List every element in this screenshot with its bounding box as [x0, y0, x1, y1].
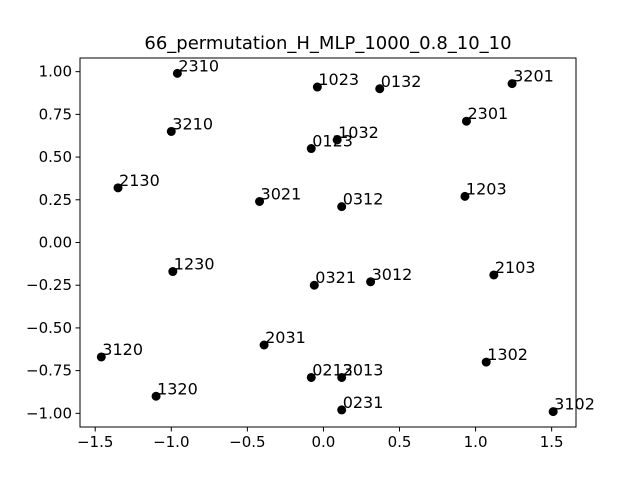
data-point — [172, 68, 182, 78]
data-point-label: 0132 — [381, 72, 422, 91]
x-tick-label: 0.5 — [388, 433, 412, 451]
data-point — [168, 267, 178, 277]
data-point — [151, 391, 161, 401]
data-point — [96, 352, 106, 362]
x-tick-label: −1.5 — [77, 433, 113, 451]
data-point-label: 3201 — [513, 67, 554, 86]
data-point — [255, 197, 265, 206]
data-point-label: 2031 — [265, 328, 306, 347]
data-point — [337, 202, 347, 212]
data-point-label: 1032 — [338, 123, 379, 142]
data-point-label: 3210 — [172, 114, 213, 133]
x-tick-label: 1.5 — [540, 433, 564, 451]
data-point-label: 0123 — [312, 132, 353, 151]
data-point-label: 3021 — [261, 185, 302, 204]
y-tick-label: −0.75 — [26, 362, 72, 380]
data-point — [460, 191, 470, 201]
data-point-label: 1203 — [466, 179, 507, 198]
data-point-label: 2301 — [467, 104, 508, 123]
data-point-label: 3102 — [554, 395, 595, 414]
data-point-label: 0231 — [343, 393, 384, 412]
x-tick-label: −0.5 — [229, 433, 265, 451]
data-point-label: 3120 — [102, 340, 143, 359]
data-point — [306, 144, 316, 154]
data-point — [309, 280, 319, 290]
data-point-label: 1302 — [487, 345, 528, 364]
y-tick-label: 0.75 — [39, 105, 72, 123]
data-point-label: 2013 — [343, 360, 384, 379]
y-tick-label: 0.50 — [39, 148, 72, 166]
chart-title: 66_permutation_H_MLP_1000_0.8_10_10 — [144, 33, 511, 54]
data-point — [312, 82, 322, 92]
data-point — [366, 277, 376, 287]
data-point — [306, 372, 316, 382]
data-point — [259, 340, 269, 350]
data-point — [375, 84, 385, 94]
x-tick-label: 0.0 — [312, 433, 336, 451]
y-tick-label: −0.25 — [26, 276, 72, 294]
data-point-label: 1230 — [174, 255, 215, 274]
x-tick-label: −1.0 — [153, 433, 189, 451]
data-point — [507, 79, 517, 89]
data-point — [113, 183, 123, 193]
data-point — [337, 372, 347, 382]
data-point-label: 1023 — [318, 70, 359, 89]
data-point-label: 0312 — [343, 190, 384, 209]
x-tick-label: 1.0 — [464, 433, 488, 451]
data-point-label: 3012 — [372, 265, 413, 284]
data-point-label: 0321 — [315, 268, 356, 287]
data-point-label: 2310 — [178, 56, 219, 75]
y-tick-label: 1.00 — [39, 63, 72, 81]
y-tick-label: 0.25 — [39, 191, 72, 209]
data-point — [166, 126, 176, 136]
data-point — [332, 135, 342, 145]
data-point-label: 2103 — [495, 258, 536, 277]
y-tick-label: 0.00 — [39, 234, 72, 252]
data-point-label: 2130 — [119, 171, 160, 190]
data-point-label: 1320 — [157, 379, 198, 398]
data-point — [481, 357, 491, 367]
data-point — [337, 405, 347, 415]
data-point — [548, 407, 558, 417]
data-point — [489, 270, 499, 280]
plot-area: −1.5 −1.0 −0.5 0.0 0.5 1.0 1.5 −1.00 −0.75 −0.50 −… — [26, 56, 595, 451]
y-tick-label: −1.00 — [26, 404, 72, 422]
data-point — [461, 116, 471, 126]
y-tick-label: −0.50 — [26, 319, 72, 337]
